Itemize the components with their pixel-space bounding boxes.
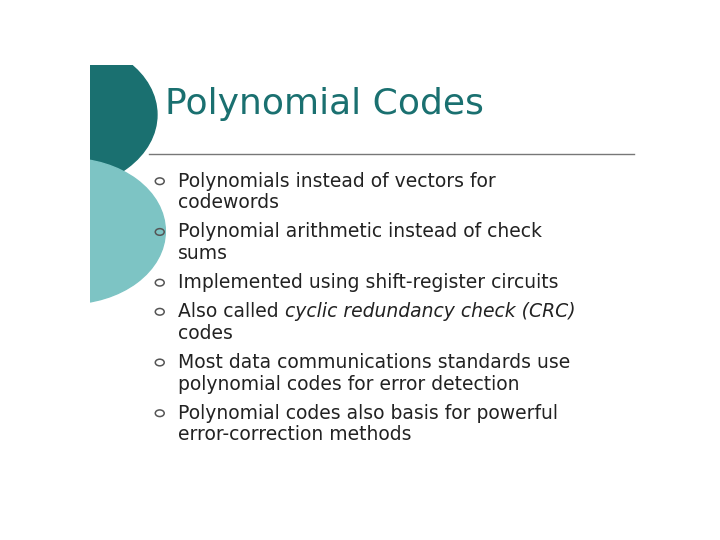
Text: Polynomial arithmetic instead of check: Polynomial arithmetic instead of check: [178, 222, 542, 241]
Text: codes: codes: [178, 324, 233, 343]
Text: Most data communications standards use: Most data communications standards use: [178, 353, 570, 372]
Text: Also called: Also called: [178, 302, 285, 321]
Text: polynomial codes for error detection: polynomial codes for error detection: [178, 375, 520, 394]
Text: cyclic redundancy check (CRC): cyclic redundancy check (CRC): [285, 302, 575, 321]
Text: sums: sums: [178, 244, 228, 263]
Text: Implemented using shift-register circuits: Implemented using shift-register circuit…: [178, 273, 559, 292]
Text: error-correction methods: error-correction methods: [178, 426, 412, 444]
Text: codewords: codewords: [178, 193, 279, 212]
Text: Polynomial codes also basis for powerful: Polynomial codes also basis for powerful: [178, 404, 558, 423]
Text: Polynomials instead of vectors for: Polynomials instead of vectors for: [178, 172, 496, 191]
Circle shape: [0, 158, 166, 304]
Circle shape: [0, 40, 157, 190]
Text: Polynomial Codes: Polynomial Codes: [166, 87, 485, 121]
